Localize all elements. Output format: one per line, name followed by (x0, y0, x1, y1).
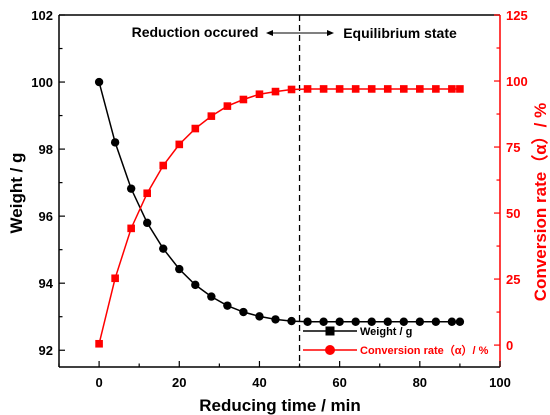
data-point-conversion (416, 85, 424, 93)
legend-weight-marker (325, 326, 335, 336)
y-axis-label-right: Conversion rate（α）/ % (530, 103, 550, 301)
data-point-weight (335, 317, 344, 326)
data-point-weight (287, 316, 296, 326)
data-point-weight (383, 317, 392, 326)
y-left-tick-label: 96 (39, 209, 53, 224)
annotation-reduction: Reduction occured (132, 24, 259, 40)
data-point-conversion (399, 85, 408, 93)
data-point-conversion (448, 85, 456, 93)
legend-conversion-marker (325, 345, 335, 355)
y-right-tick-label: 75 (506, 140, 520, 155)
y-left-tick-label: 98 (39, 142, 53, 157)
legend: Weight / g Conversion rate（α）/ % (303, 326, 489, 357)
data-point-conversion (223, 102, 232, 110)
data-point-weight (239, 307, 248, 317)
x-axis-label: Reducing time / min (199, 396, 361, 415)
data-point-conversion (127, 224, 135, 233)
plot-layer (94, 15, 465, 367)
data-point-conversion (271, 87, 280, 96)
data-point-weight (159, 244, 168, 253)
data-point-weight (191, 280, 200, 290)
axes-layer: 0 20 40 60 80 100 92 94 96 98 100 102 0 25 50 75 100 125 (31, 8, 527, 390)
x-tick-label: 80 (413, 375, 427, 390)
data-point-weight (303, 317, 312, 326)
data-point-conversion (255, 90, 264, 99)
x-tick-label: 40 (252, 375, 266, 390)
data-point-conversion (367, 85, 376, 93)
data-point-conversion (159, 161, 168, 170)
y-left-tick-label: 92 (39, 343, 53, 358)
data-point-weight (223, 301, 232, 310)
data-point-weight (143, 218, 152, 228)
annotation-equilibrium: Equilibrium state (343, 25, 457, 41)
y-right-tick-label: 0 (506, 338, 513, 353)
data-point-conversion (143, 189, 151, 198)
data-point-conversion (456, 85, 464, 93)
data-point-weight (351, 317, 360, 326)
data-point-conversion (383, 85, 392, 93)
data-point-conversion (207, 112, 216, 120)
data-point-weight (271, 315, 280, 324)
data-point-weight (207, 292, 216, 301)
data-point-weight (175, 264, 184, 274)
data-point-weight (447, 317, 457, 326)
annotation-arrowhead-left (266, 30, 273, 36)
data-point-weight (255, 312, 264, 321)
y-right-tick-label: 25 (506, 272, 520, 287)
annotation-arrowhead-right (327, 30, 334, 36)
x-tick-label: 20 (172, 375, 186, 390)
data-point-weight (367, 317, 376, 326)
y-right-tick-label: 100 (506, 74, 528, 89)
series-line-0 (98, 81, 460, 323)
y-right-tick-label: 50 (506, 206, 520, 221)
data-point-conversion (287, 85, 296, 94)
data-point-weight (399, 317, 408, 326)
data-point-weight (110, 138, 120, 147)
data-point-conversion (303, 85, 312, 93)
data-point-weight (455, 317, 465, 326)
data-point-conversion (95, 339, 103, 348)
x-tick-label: 100 (489, 375, 511, 390)
data-point-weight (415, 317, 425, 326)
data-point-weight (431, 317, 441, 326)
data-point-weight (94, 77, 104, 87)
series-line-1 (98, 88, 460, 344)
legend-weight-label: Weight / g (360, 326, 412, 338)
data-point-conversion (319, 85, 328, 93)
x-tick-label: 0 (95, 375, 102, 390)
data-point-conversion (351, 85, 360, 93)
data-point-conversion (175, 140, 184, 149)
y-axis-label-left: Weight / g (7, 153, 26, 234)
x-tick-label: 60 (332, 375, 346, 390)
data-point-conversion (335, 85, 344, 93)
y-left-tick-label: 100 (31, 75, 53, 90)
data-point-conversion (191, 124, 200, 133)
data-point-weight (126, 184, 136, 193)
y-left-tick-label: 102 (31, 8, 53, 23)
y-left-tick-label: 94 (39, 276, 54, 291)
legend-conversion-label: Conversion rate（α）/ % (360, 344, 489, 357)
data-point-conversion (432, 85, 440, 93)
data-point-weight (319, 317, 328, 326)
data-point-conversion (239, 95, 248, 104)
data-point-conversion (111, 274, 119, 283)
y-right-tick-label: 125 (506, 8, 528, 23)
